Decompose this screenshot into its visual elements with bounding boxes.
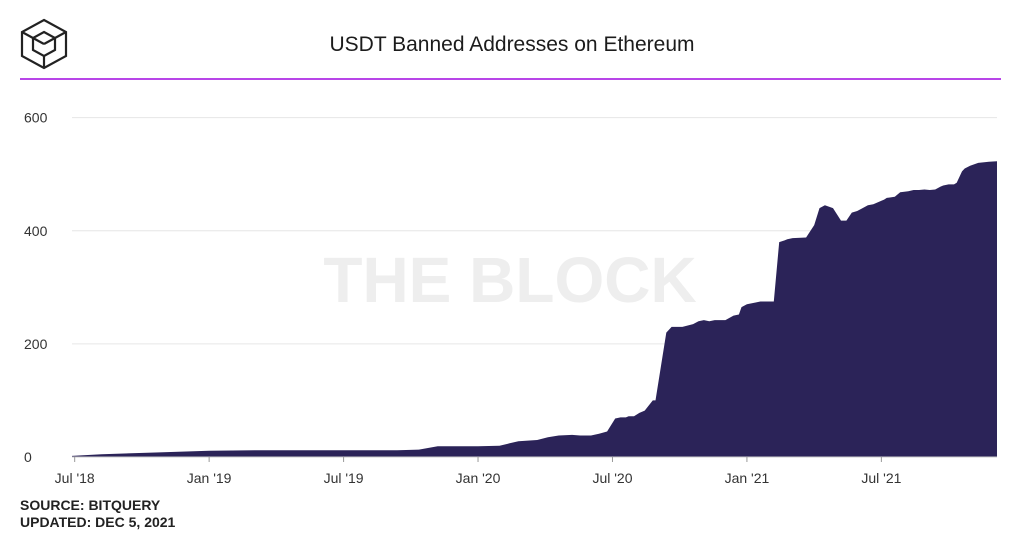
footer: SOURCE: BITQUERY UPDATED: DEC 5, 2021 — [20, 497, 175, 531]
y-tick-label: 0 — [24, 449, 32, 465]
watermark: THE BLOCK — [323, 244, 696, 316]
x-tick-label: Jan '19 — [187, 470, 232, 486]
x-tick-label: Jul '18 — [55, 470, 95, 486]
x-tick-label: Jan '21 — [725, 470, 770, 486]
x-tick-label: Jul '21 — [861, 470, 901, 486]
area-series — [72, 161, 997, 457]
chart-title: USDT Banned Addresses on Ethereum — [329, 33, 695, 56]
updated-note: UPDATED: DEC 5, 2021 — [20, 514, 176, 530]
y-tick-label: 400 — [24, 223, 48, 239]
title-divider — [20, 78, 1001, 80]
y-tick-label: 600 — [24, 110, 48, 126]
source-note: SOURCE: BITQUERY — [20, 497, 161, 513]
the-block-cube-icon — [20, 18, 68, 70]
y-tick-label: 200 — [24, 336, 48, 352]
x-tick-label: Jul '19 — [324, 470, 364, 486]
x-tick-label: Jan '20 — [456, 470, 501, 486]
x-tick-label: Jul '20 — [592, 470, 632, 486]
